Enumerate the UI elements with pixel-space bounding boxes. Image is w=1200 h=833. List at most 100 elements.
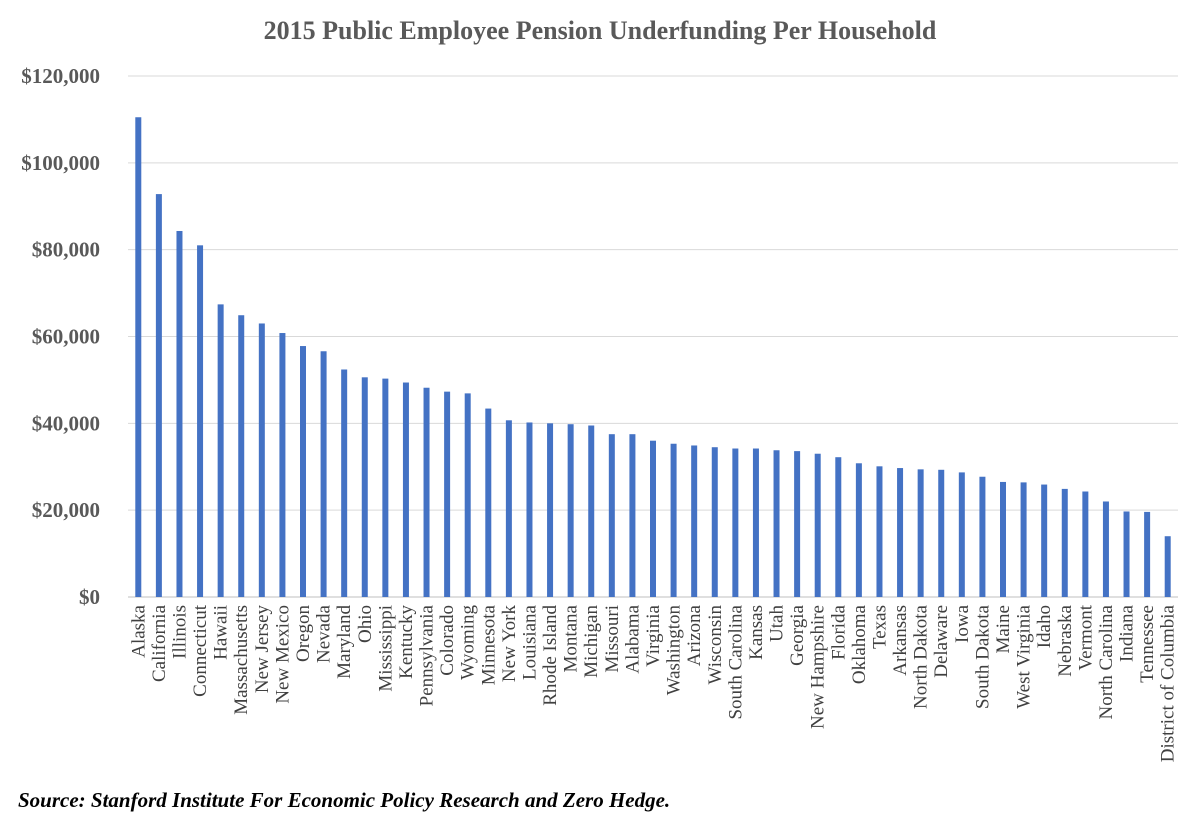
- x-tick-label: Texas: [869, 605, 890, 649]
- x-tick-label: Nevada: [314, 604, 335, 663]
- x-tick-label: North Carolina: [1096, 604, 1117, 719]
- bar: [1144, 511, 1151, 597]
- x-tick-label: Kansas: [746, 605, 767, 660]
- bar: [1164, 536, 1171, 597]
- bar: [917, 469, 924, 597]
- x-tick-label: New Mexico: [272, 605, 293, 704]
- y-tick-label: $80,000: [32, 238, 100, 262]
- x-tick-label: Illinois: [169, 605, 190, 659]
- bar: [217, 304, 224, 597]
- x-tick-label: Washington: [664, 605, 685, 696]
- x-tick-label: Virginia: [643, 604, 664, 666]
- bar: [135, 117, 142, 597]
- x-tick-label: Massachusetts: [231, 605, 252, 715]
- bar: [485, 408, 492, 597]
- bar: [1041, 484, 1048, 597]
- bar: [547, 423, 554, 597]
- bar: [938, 469, 945, 597]
- x-tick-label: Delaware: [931, 605, 952, 678]
- x-tick-label: Rhode Island: [540, 605, 561, 706]
- bar: [361, 377, 368, 597]
- x-tick-label: Tennessee: [1137, 605, 1158, 683]
- x-tick-label: Pennsylvania: [417, 604, 438, 706]
- bars: [135, 117, 1171, 598]
- bar: [444, 391, 451, 597]
- bar: [423, 387, 430, 597]
- bar: [258, 323, 265, 597]
- x-tick-label: Vermont: [1075, 604, 1096, 670]
- bar: [382, 378, 389, 597]
- bar: [773, 450, 780, 597]
- bar: [320, 351, 327, 597]
- x-tick-label: Florida: [828, 604, 849, 659]
- bar: [711, 447, 718, 597]
- bar: [855, 463, 862, 597]
- x-tick-label: Kentucky: [396, 605, 417, 679]
- x-tick-label: Montana: [561, 604, 582, 672]
- x-tick-label: Georgia: [787, 604, 808, 665]
- x-tick-label: New Hampshire: [808, 605, 829, 729]
- bar: [670, 443, 677, 597]
- x-tick-label: Utah: [767, 605, 788, 642]
- bar: [897, 468, 904, 597]
- bar: [1082, 491, 1089, 597]
- bar: [814, 453, 821, 597]
- bar: [608, 434, 615, 597]
- bar: [176, 230, 183, 597]
- bar: [464, 393, 471, 597]
- x-tick-label: Wisconsin: [705, 605, 726, 685]
- bar: [505, 420, 512, 597]
- x-tick-label: Wyoming: [458, 605, 479, 680]
- bar: [279, 333, 286, 597]
- x-tick-label: District of Columbia: [1158, 604, 1179, 762]
- bar: [958, 472, 965, 597]
- chart-title: 2015 Public Employee Pension Underfundin…: [263, 16, 937, 45]
- bar: [526, 422, 533, 597]
- bar: [197, 245, 204, 597]
- x-tick-label: South Dakota: [972, 604, 993, 709]
- x-axis-ticks: Alaska California Illinois Connecticut Hawai…: [128, 604, 1178, 762]
- bar: [650, 440, 656, 597]
- y-tick-label: $120,000: [21, 64, 100, 88]
- bar: [691, 445, 698, 597]
- bar: [402, 382, 409, 597]
- x-tick-label: South Carolina: [725, 604, 746, 719]
- bar: [835, 457, 842, 597]
- x-tick-label: North Dakota: [911, 604, 932, 709]
- bar: [752, 448, 759, 597]
- bar: [1061, 488, 1068, 597]
- bar: [1020, 482, 1027, 597]
- x-tick-label: Colorado: [437, 605, 458, 676]
- bar: [1102, 501, 1109, 597]
- bar: [1123, 511, 1130, 597]
- x-tick-label: Indiana: [1117, 604, 1138, 662]
- x-tick-label: Ohio: [355, 605, 376, 643]
- x-tick-label: Hawaii: [211, 605, 232, 660]
- x-tick-label: Maryland: [334, 605, 355, 679]
- x-tick-label: Alaska: [128, 604, 149, 657]
- bar: [238, 315, 245, 597]
- x-tick-label: New Jersey: [252, 605, 273, 694]
- bar: [155, 194, 162, 598]
- x-tick-label: Michigan: [581, 605, 602, 678]
- y-tick-label: $0: [79, 585, 100, 609]
- x-tick-label: New York: [499, 605, 520, 683]
- bar: [300, 346, 306, 597]
- x-tick-label: Arkansas: [890, 605, 911, 676]
- x-tick-label: Idaho: [1034, 605, 1055, 648]
- x-tick-label: Alabama: [622, 604, 643, 673]
- x-tick-label: Connecticut: [190, 604, 211, 697]
- y-tick-label: $20,000: [32, 498, 100, 522]
- x-tick-label: Maine: [993, 605, 1014, 654]
- bar: [979, 476, 986, 597]
- bar: [629, 434, 636, 597]
- x-tick-label: Oklahoma: [849, 604, 870, 684]
- x-tick-label: California: [149, 604, 170, 682]
- x-tick-label: Arizona: [684, 604, 705, 666]
- x-tick-label: Iowa: [952, 604, 973, 643]
- bar: [794, 451, 801, 597]
- x-tick-label: Minnesota: [478, 604, 499, 685]
- bar: [876, 466, 883, 597]
- bar: [588, 425, 595, 597]
